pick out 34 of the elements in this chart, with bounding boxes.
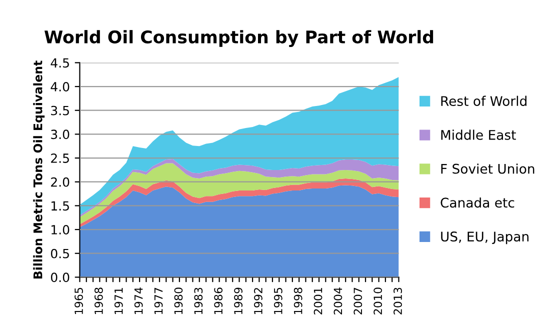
x-tick-label: 2004: [334, 288, 342, 314]
chart-title: World Oil Consumption by Part of World: [44, 30, 434, 47]
y-axis-title: Billion Metric Tons Oil Equivalent: [33, 60, 45, 279]
x-tick-label: 1992: [254, 288, 262, 314]
x-tick-label: 2001: [314, 288, 322, 314]
y-tick-label: 4.0: [50, 82, 70, 92]
x-tick-label: 2010: [374, 288, 382, 314]
y-tick-label: 2.0: [51, 177, 70, 187]
x-tick-label: 1983: [194, 288, 203, 314]
y-tick-label: 4.5: [50, 58, 69, 68]
x-tick-label: 1980: [174, 288, 183, 314]
legend-label: Rest of World: [441, 96, 526, 106]
legend-label: Canada etc: [440, 197, 514, 208]
x-tick-label: 1995: [274, 288, 282, 314]
legend-label: F Soviet Union: [441, 164, 534, 174]
x-tick-label: 1971: [114, 288, 123, 314]
legend-label: Middle East: [441, 130, 516, 140]
y-tick-label: 3.5: [51, 106, 69, 116]
x-tick-label: 1968: [94, 288, 103, 314]
x-tick-label: 1974: [134, 288, 143, 314]
legend-label: US, EU, Japan: [441, 232, 528, 244]
y-tick-label: 1.5: [52, 201, 69, 211]
x-tick-label: 2013: [394, 288, 402, 314]
y-tick-label: 1.0: [52, 225, 70, 234]
y-tick-label: 0.5: [50, 248, 69, 258]
y-tick-label: 3.0: [51, 130, 70, 140]
x-tick-label: 1977: [154, 288, 163, 314]
y-tick-label: 0.0: [50, 272, 70, 282]
y-tick-label: 2.5: [51, 154, 69, 163]
x-tick-label: 1989: [234, 288, 242, 314]
x-tick-label: 1998: [294, 288, 302, 314]
x-tick-label: 1986: [214, 288, 223, 314]
x-tick-label: 1965: [74, 288, 83, 314]
x-tick-label: 2007: [354, 288, 362, 314]
